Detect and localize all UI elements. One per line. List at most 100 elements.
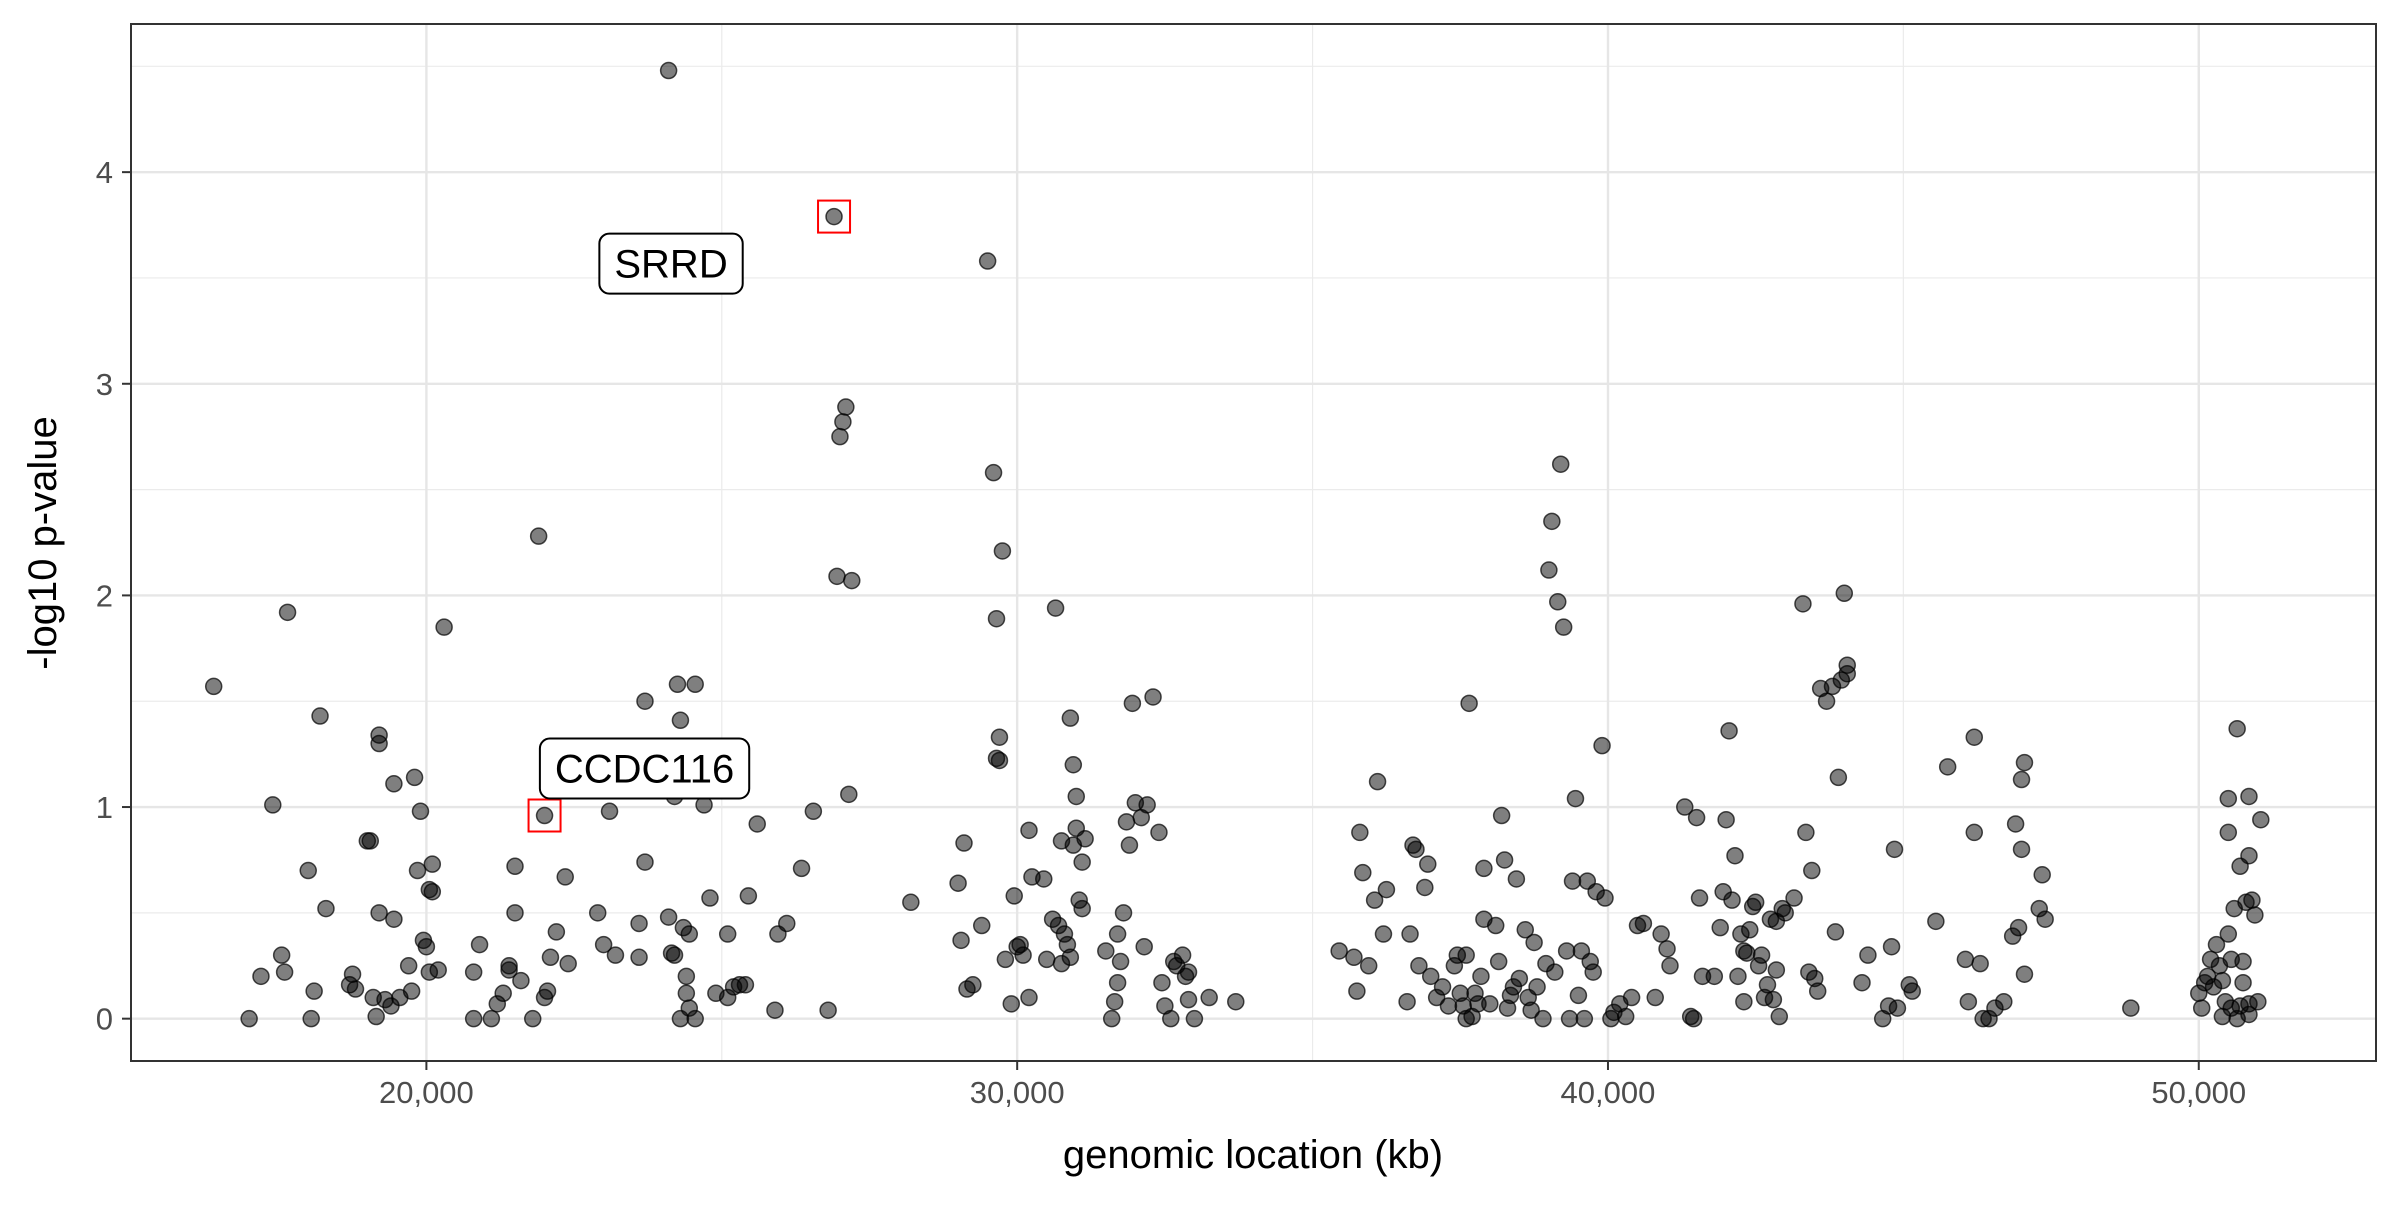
data-point (429, 961, 447, 979)
data-point (1345, 948, 1363, 967)
data-point (1882, 937, 1901, 956)
data-point (671, 711, 690, 730)
data-point (588, 904, 607, 922)
data-point (204, 677, 223, 696)
data-point (990, 751, 1009, 770)
data-point (1959, 992, 1978, 1011)
data-point (1102, 1009, 1121, 1028)
data-point (834, 413, 852, 431)
data-point (972, 916, 991, 935)
data-point (361, 832, 380, 850)
data-point (2012, 770, 2031, 789)
data-point (2122, 999, 2140, 1017)
data-point (1546, 963, 1564, 981)
x-tick-label: 40,000 (1561, 1075, 1656, 1110)
data-point (1956, 950, 1975, 969)
data-point (2240, 995, 2258, 1013)
data-point (1729, 967, 1747, 986)
y-axis-title: -log10 p-value (21, 416, 65, 670)
data-point (2009, 918, 2028, 937)
data-point (500, 957, 518, 975)
data-point (402, 982, 421, 1000)
data-point (1507, 870, 1526, 888)
highlight-marker (527, 798, 562, 833)
data-point (1020, 821, 1038, 840)
data-point (2015, 965, 2034, 983)
data-point (736, 976, 755, 994)
data-point (1135, 937, 1153, 956)
data-point (1938, 758, 1957, 776)
data-point (1764, 990, 1783, 1009)
data-point (1596, 889, 1614, 907)
y-tick-label: 1 (96, 790, 113, 825)
data-point (370, 904, 388, 922)
data-point (1770, 1007, 1789, 1026)
data-point (1543, 512, 1561, 531)
data-point (748, 815, 766, 833)
data-point (529, 527, 548, 545)
data-point (275, 963, 294, 981)
data-point (2207, 935, 2226, 954)
data-point (399, 957, 418, 975)
data-point (1705, 967, 1724, 986)
data-point (1646, 988, 1664, 1007)
data-point (1687, 808, 1706, 827)
data-point (470, 935, 489, 954)
data-point (1200, 988, 1218, 1007)
data-point (984, 463, 1003, 482)
data-point (302, 1009, 320, 1028)
data-point (299, 861, 317, 880)
data-point (541, 948, 560, 967)
data-point (1492, 806, 1511, 825)
data-point (1995, 992, 2013, 1011)
data-point (506, 904, 524, 922)
data-point (1808, 982, 1827, 1000)
data-point (1560, 1009, 1579, 1028)
data-point (317, 899, 335, 918)
data-point (1794, 595, 1812, 613)
data-point (1965, 823, 1984, 842)
data-point (843, 571, 861, 590)
x-axis-title: genomic location (kb) (1063, 1133, 1443, 1177)
data-point (1046, 599, 1065, 617)
data-point (1117, 813, 1136, 831)
data-point (949, 874, 967, 892)
data-point (2015, 753, 2034, 772)
data-point (1108, 973, 1127, 992)
data-point (677, 984, 696, 1003)
data-point (1486, 916, 1505, 935)
data-point (902, 893, 920, 912)
data-point (1835, 584, 1854, 603)
data-point (464, 1009, 483, 1028)
y-tick-label: 2 (96, 578, 113, 613)
data-point (1838, 656, 1856, 674)
data-point (1853, 973, 1871, 992)
data-point (1741, 921, 1759, 939)
data-point (559, 954, 577, 973)
data-point (630, 914, 648, 933)
data-point (825, 207, 843, 226)
points-layer (204, 61, 2270, 1028)
data-point (964, 976, 982, 994)
data-point (2012, 840, 2031, 859)
data-point (1457, 946, 1475, 964)
data-point (1557, 942, 1576, 960)
data-point (1061, 948, 1080, 967)
data-point (1723, 891, 1741, 909)
data-point (668, 675, 687, 694)
data-point (1138, 796, 1156, 814)
data-point (367, 1007, 385, 1026)
data-point (978, 252, 997, 270)
data-point (1365, 891, 1384, 909)
data-point (1123, 694, 1142, 713)
data-point (990, 728, 1009, 746)
data-point (2243, 891, 2261, 909)
grid-minor (130, 24, 2376, 1061)
data-point (1067, 787, 1086, 806)
data-point (1185, 1009, 1204, 1028)
data-point (272, 946, 291, 964)
data-point (2036, 910, 2054, 928)
data-point (1035, 870, 1053, 888)
data-point (594, 935, 613, 954)
data-point (1510, 969, 1529, 988)
